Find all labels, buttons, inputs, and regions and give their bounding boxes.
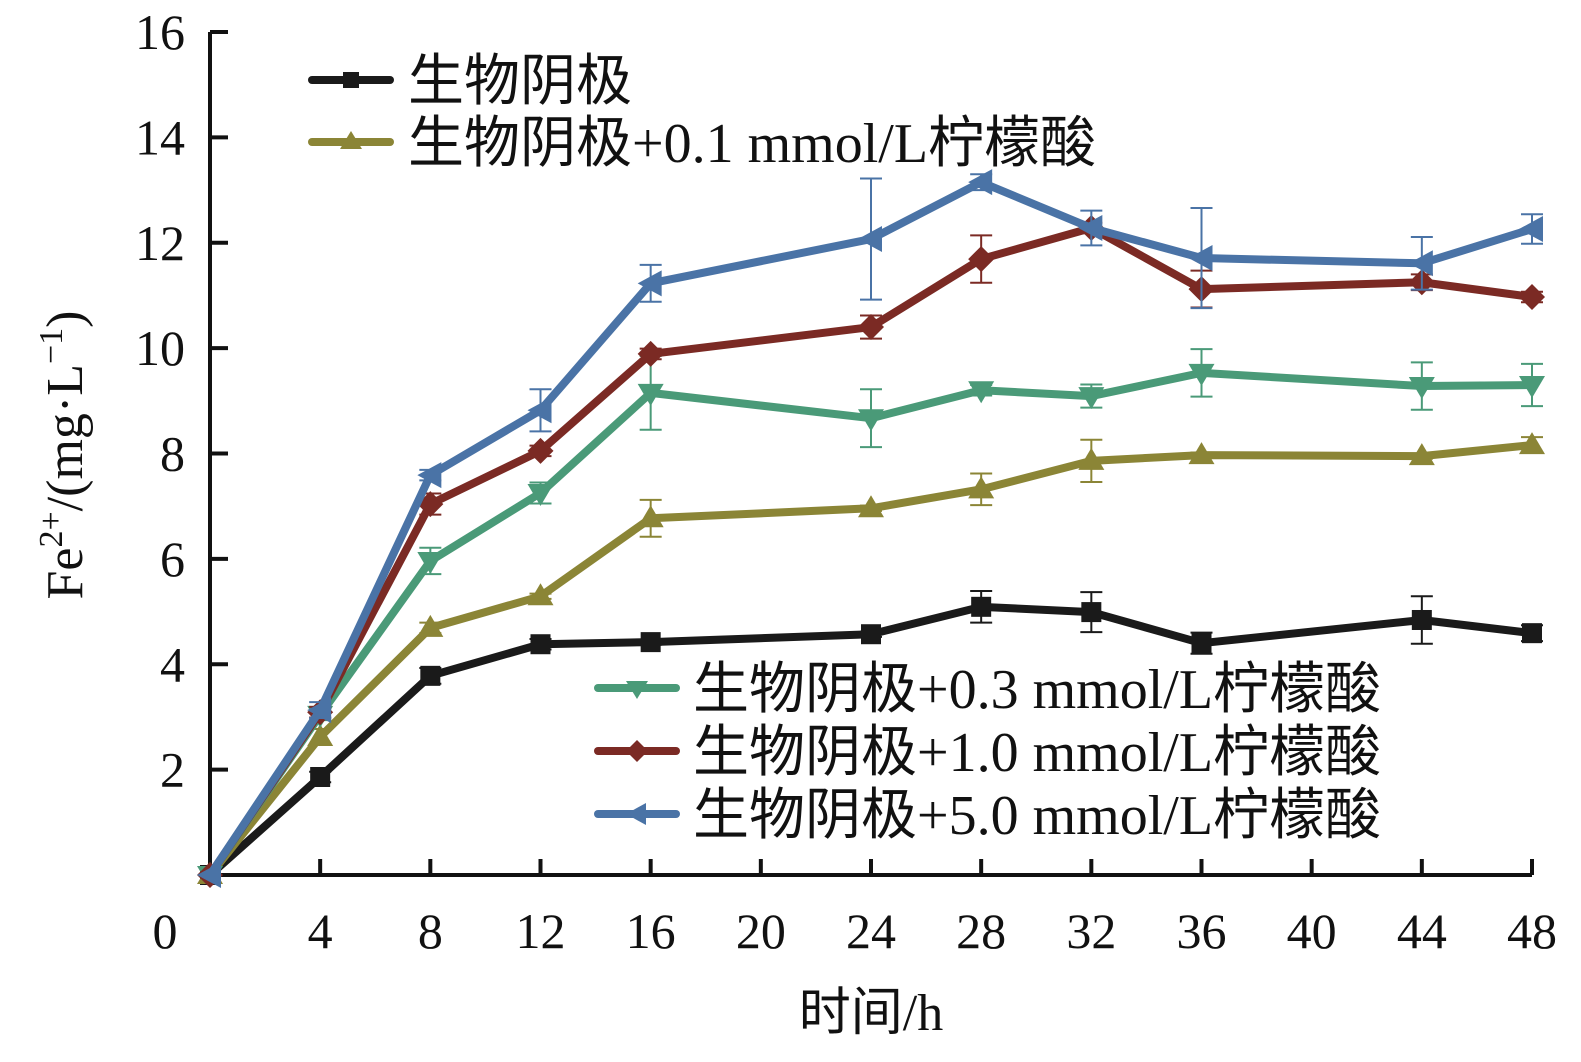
- x-tick-label: 20: [736, 903, 786, 959]
- triangle-down-marker: [1519, 376, 1545, 399]
- triangle-up-marker: [1408, 443, 1435, 466]
- triangle-down-marker: [1188, 363, 1215, 386]
- square-marker: [640, 632, 661, 653]
- triangle-up-marker: [1519, 432, 1545, 455]
- series-1: [200, 590, 1543, 885]
- triangle-left-marker: [417, 462, 442, 489]
- x-tick-label: 40: [1287, 903, 1337, 959]
- triangle-left-marker: [1078, 214, 1103, 241]
- triangle-left-marker: [307, 697, 332, 724]
- x-tick-label: 16: [626, 903, 676, 959]
- diamond-marker: [637, 340, 664, 367]
- square-marker: [1411, 609, 1432, 630]
- y-tick-label: 14: [135, 109, 185, 165]
- x-tick-label: 36: [1177, 903, 1227, 959]
- legend-label: 生物阴极+0.1 mmol/L柠檬酸: [408, 113, 1096, 175]
- triangle-left-marker: [626, 803, 646, 825]
- triangle-up-marker: [307, 723, 334, 746]
- legend-item: 生物阴极+0.3 mmol/L柠檬酸: [594, 659, 1381, 721]
- series-5: [197, 169, 1543, 888]
- triangle-down-marker: [858, 409, 884, 432]
- x-axis-title: 时间/h: [799, 985, 943, 1042]
- x-tick-label: 12: [516, 903, 566, 959]
- square-marker: [1191, 633, 1212, 654]
- triangle-left-marker: [1188, 245, 1213, 272]
- triangle-down-marker: [968, 381, 995, 404]
- legend-label: 生物阴极+0.3 mmol/L柠檬酸: [693, 659, 1381, 721]
- triangle-up-marker: [340, 131, 362, 149]
- x-tick-label: 24: [846, 903, 896, 959]
- legend-label: 生物阴极+5.0 mmol/L柠檬酸: [693, 785, 1381, 847]
- square-marker: [420, 665, 441, 686]
- triangle-down-marker: [626, 681, 648, 699]
- x-tick-label: 28: [956, 903, 1006, 959]
- y-tick-label: 10: [135, 320, 185, 376]
- square-marker: [530, 634, 551, 655]
- triangle-left-marker: [968, 169, 993, 196]
- diamond-marker: [626, 740, 648, 762]
- diamond-marker: [968, 246, 995, 273]
- y-tick-label: 8: [160, 426, 185, 482]
- triangle-down-marker: [637, 383, 664, 406]
- triangle-left-marker: [1408, 250, 1433, 277]
- x-tick-label: 32: [1066, 903, 1116, 959]
- triangle-up-marker: [527, 583, 554, 606]
- x-tick-label: 48: [1507, 903, 1557, 959]
- x-tick-label: 8: [418, 903, 443, 959]
- triangle-left-marker: [197, 862, 221, 888]
- triangle-left-marker: [527, 397, 552, 424]
- triangle-up-marker: [417, 614, 444, 637]
- square-marker: [1081, 602, 1102, 623]
- y-axis-title: Fe2+/(mg·L−1): [33, 311, 94, 600]
- triangle-down-marker: [1078, 387, 1105, 410]
- x-tick-label: 4: [308, 903, 333, 959]
- series-group: [197, 169, 1545, 888]
- triangle-down-marker: [1408, 377, 1435, 400]
- triangle-down-marker: [417, 551, 444, 574]
- origin-tick-label: 0: [153, 903, 178, 959]
- legend-label: 生物阴极+1.0 mmol/L柠檬酸: [693, 722, 1381, 784]
- square-marker: [971, 596, 992, 617]
- y-tick-label: 12: [135, 215, 185, 271]
- triangle-left-marker: [1519, 216, 1543, 243]
- triangle-up-marker: [968, 476, 995, 499]
- triangle-left-marker: [637, 270, 662, 297]
- legend-item: 生物阴极+5.0 mmol/L柠檬酸: [594, 785, 1381, 847]
- diamond-marker: [858, 314, 884, 341]
- triangle-up-marker: [637, 505, 664, 528]
- square-marker: [343, 72, 359, 88]
- legend-item: 生物阴极: [308, 51, 632, 113]
- square-marker: [310, 767, 331, 788]
- y-tick-label: 4: [160, 636, 185, 692]
- y-tick-label: 6: [160, 531, 185, 587]
- triangle-down-marker: [527, 484, 554, 507]
- legend-item: 生物阴极+1.0 mmol/L柠檬酸: [594, 722, 1381, 784]
- triangle-up-marker: [1078, 447, 1105, 470]
- series-2: [197, 432, 1545, 884]
- square-marker: [1522, 623, 1542, 644]
- square-marker: [861, 624, 881, 645]
- legend-label: 生物阴极: [408, 51, 632, 113]
- triangle-left-marker: [858, 226, 882, 253]
- diamond-marker: [527, 437, 554, 464]
- y-tick-label: 2: [160, 742, 185, 798]
- diamond-marker: [1519, 284, 1545, 311]
- triangle-up-marker: [1188, 442, 1215, 465]
- legend-item: 生物阴极+0.1 mmol/L柠檬酸: [308, 113, 1096, 175]
- x-tick-label: 44: [1397, 903, 1447, 959]
- triangle-up-marker: [858, 495, 884, 518]
- y-tick-label: 16: [135, 4, 185, 60]
